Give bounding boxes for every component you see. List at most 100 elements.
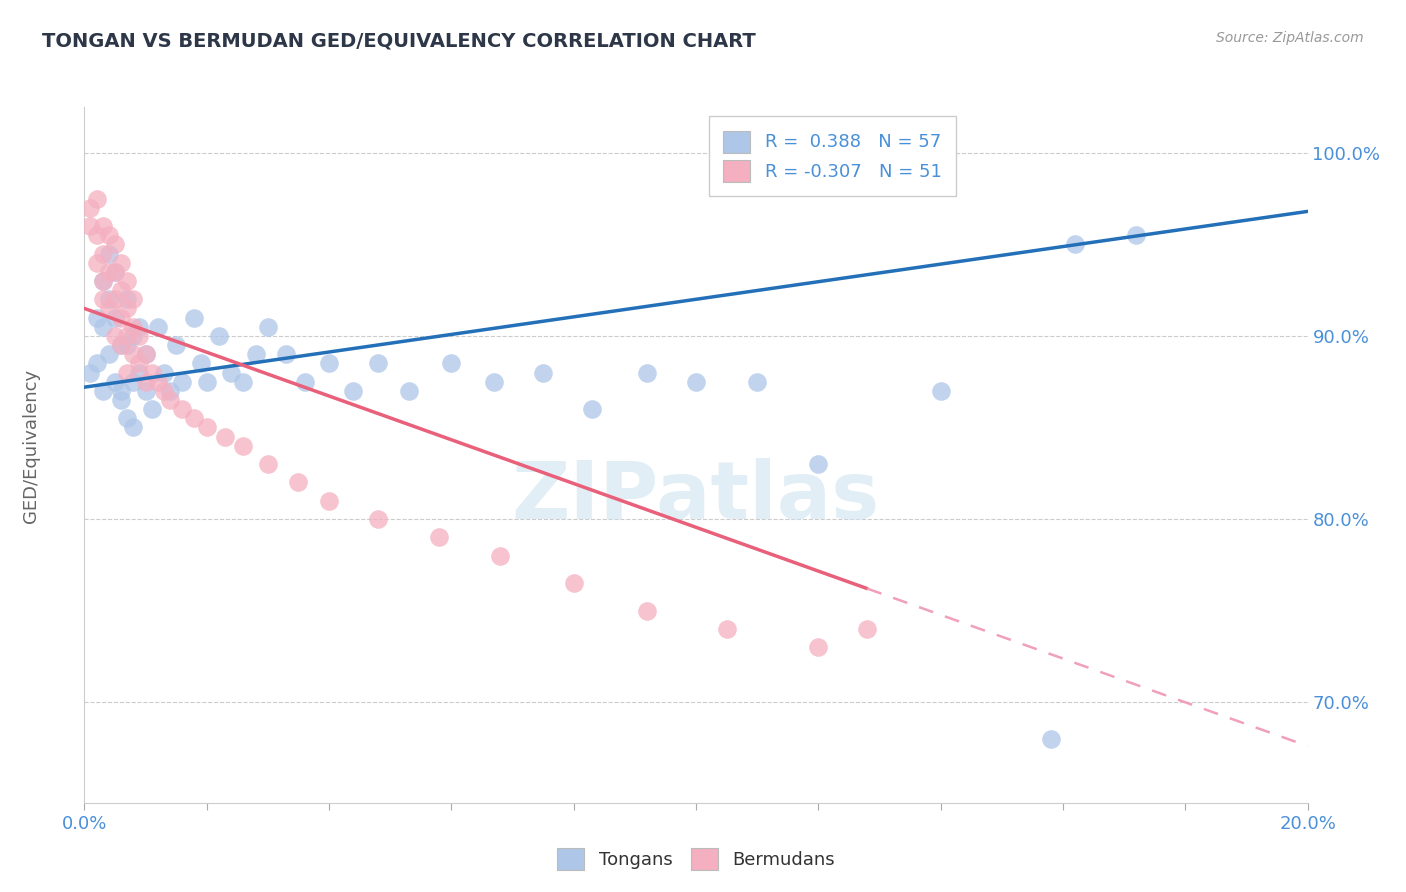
Point xyxy=(104,237,127,252)
Point xyxy=(141,366,163,380)
Point xyxy=(97,265,120,279)
Point xyxy=(807,457,830,471)
Point xyxy=(128,366,150,380)
Point xyxy=(104,265,127,279)
Text: ZIPatlas: ZIPatlas xyxy=(512,458,880,536)
Point xyxy=(97,293,120,307)
Point xyxy=(110,283,132,297)
Point xyxy=(104,265,127,279)
Point xyxy=(427,530,450,544)
Point xyxy=(165,338,187,352)
Point xyxy=(91,274,114,288)
Point xyxy=(122,347,145,361)
Point xyxy=(86,310,108,325)
Point xyxy=(110,338,132,352)
Point xyxy=(122,293,145,307)
Point xyxy=(636,366,658,380)
Point xyxy=(929,384,952,398)
Point xyxy=(183,310,205,325)
Point xyxy=(159,384,181,398)
Point xyxy=(97,301,120,316)
Point xyxy=(86,255,108,269)
Point xyxy=(1039,731,1062,746)
Point xyxy=(367,512,389,526)
Point xyxy=(257,319,280,334)
Text: GED/Equivalency: GED/Equivalency xyxy=(22,369,39,523)
Point xyxy=(115,411,138,425)
Point xyxy=(172,375,194,389)
Point xyxy=(110,384,132,398)
Text: TONGAN VS BERMUDAN GED/EQUIVALENCY CORRELATION CHART: TONGAN VS BERMUDAN GED/EQUIVALENCY CORRE… xyxy=(42,31,756,50)
Point xyxy=(190,356,212,370)
Point xyxy=(135,384,157,398)
Point xyxy=(115,329,138,343)
Point xyxy=(367,356,389,370)
Point xyxy=(141,402,163,417)
Point xyxy=(91,384,114,398)
Point xyxy=(86,356,108,370)
Point xyxy=(716,622,738,636)
Point xyxy=(318,493,340,508)
Point xyxy=(110,310,132,325)
Point xyxy=(153,384,176,398)
Point xyxy=(79,219,101,233)
Point xyxy=(122,375,145,389)
Point xyxy=(97,246,120,260)
Point xyxy=(257,457,280,471)
Point xyxy=(245,347,267,361)
Point xyxy=(104,310,127,325)
Point xyxy=(135,347,157,361)
Text: Source: ZipAtlas.com: Source: ZipAtlas.com xyxy=(1216,31,1364,45)
Point xyxy=(97,228,120,243)
Point xyxy=(294,375,316,389)
Point xyxy=(636,603,658,617)
Point xyxy=(482,375,505,389)
Point xyxy=(685,375,707,389)
Point xyxy=(115,293,138,307)
Point xyxy=(122,329,145,343)
Point xyxy=(110,255,132,269)
Point xyxy=(115,274,138,288)
Point xyxy=(581,402,603,417)
Point xyxy=(146,319,169,334)
Point xyxy=(318,356,340,370)
Point xyxy=(128,319,150,334)
Point xyxy=(110,338,132,352)
Point xyxy=(122,319,145,334)
Point xyxy=(86,228,108,243)
Point xyxy=(172,402,194,417)
Point xyxy=(489,549,512,563)
Point xyxy=(86,192,108,206)
Point xyxy=(398,384,420,398)
Point xyxy=(146,375,169,389)
Point xyxy=(97,347,120,361)
Point xyxy=(214,429,236,443)
Point xyxy=(856,622,879,636)
Point xyxy=(232,439,254,453)
Point xyxy=(91,293,114,307)
Point xyxy=(1064,237,1087,252)
Legend: Tongans, Bermudans: Tongans, Bermudans xyxy=(550,841,842,877)
Point xyxy=(115,338,138,352)
Point xyxy=(219,366,242,380)
Point xyxy=(91,219,114,233)
Point xyxy=(562,576,585,591)
Point xyxy=(440,356,463,370)
Point xyxy=(342,384,364,398)
Point xyxy=(79,366,101,380)
Point xyxy=(104,375,127,389)
Point xyxy=(531,366,554,380)
Point xyxy=(79,201,101,215)
Point xyxy=(91,319,114,334)
Point xyxy=(807,640,830,655)
Point xyxy=(195,375,218,389)
Point xyxy=(128,356,150,370)
Point xyxy=(115,301,138,316)
Point xyxy=(153,366,176,380)
Point xyxy=(232,375,254,389)
Point xyxy=(195,420,218,434)
Point xyxy=(135,375,157,389)
Point xyxy=(747,375,769,389)
Point xyxy=(183,411,205,425)
Point xyxy=(122,420,145,434)
